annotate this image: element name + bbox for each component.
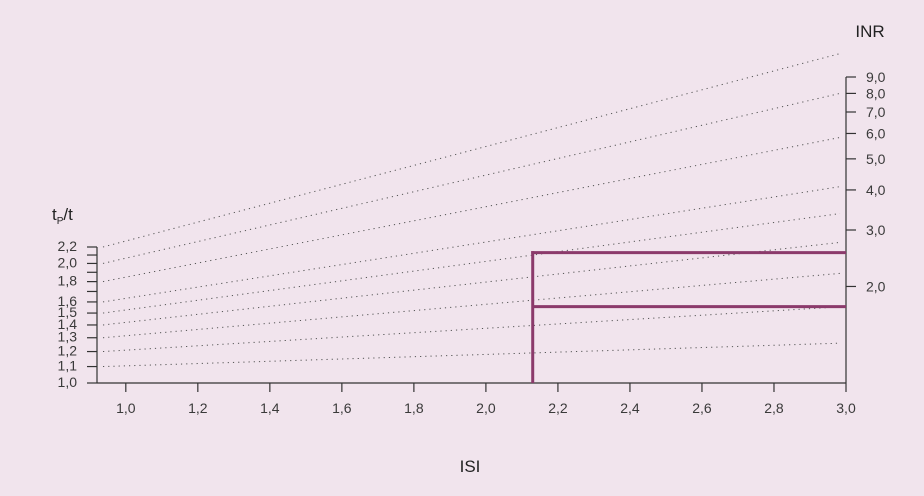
dotted-line-4 <box>102 213 841 314</box>
left-axis-tick-label-3: 1,3 <box>58 329 78 345</box>
x-axis-tick-label-6: 2,2 <box>548 400 568 416</box>
x-axis-tick-label-0: 1,0 <box>116 400 136 416</box>
left-axis-tick-label-6: 1,6 <box>58 293 78 309</box>
x-axis-tick-label-1: 1,2 <box>188 400 208 416</box>
dotted-line-6 <box>102 136 841 283</box>
x-axis-tick-label-9: 2,8 <box>764 400 784 416</box>
left-axis-tick-label-2: 1,2 <box>58 343 78 359</box>
x-axis-title: ISI <box>460 457 481 476</box>
right-axis-title: INR <box>855 22 884 41</box>
left-axis-title: tP/t <box>52 205 73 227</box>
right-axis-tick-label-0: 2,0 <box>866 278 886 294</box>
right-axis-tick-label-2: 4,0 <box>866 182 886 198</box>
left-axis-tick-label-1: 1,1 <box>58 358 78 374</box>
dotted-line-0 <box>102 342 841 368</box>
left-axis-tick-label-8: 2,0 <box>58 254 78 270</box>
dotted-line-7 <box>102 92 841 264</box>
right-axis-tick-label-1: 3,0 <box>866 222 886 238</box>
x-axis-tick-label-8: 2,6 <box>692 400 712 416</box>
x-axis-tick-label-2: 1,4 <box>260 400 280 416</box>
right-axis-tick-label-6: 8,0 <box>866 85 886 101</box>
x-axis-tick-label-4: 1,8 <box>404 400 424 416</box>
dotted-line-8 <box>102 53 841 248</box>
x-axis-tick-label-7: 2,4 <box>620 400 640 416</box>
left-axis-tick-label-7: 1,8 <box>58 273 78 289</box>
left-axis-tick-label-4: 1,4 <box>58 316 78 332</box>
dotted-line-1 <box>102 306 841 353</box>
right-axis-tick-label-5: 7,0 <box>866 104 886 120</box>
left-axis-tick-label-5: 1,5 <box>58 304 78 320</box>
dotted-line-3 <box>102 241 841 326</box>
right-axis-tick-label-4: 6,0 <box>866 125 886 141</box>
x-axis-tick-label-3: 1,6 <box>332 400 352 416</box>
x-axis-tick-label-10: 3,0 <box>836 400 856 416</box>
x-axis-tick-label-5: 2,0 <box>476 400 496 416</box>
right-axis-tick-label-7: 9,0 <box>866 69 886 85</box>
right-axis-tick-label-3: 5,0 <box>866 151 886 167</box>
left-axis-tick-label-9: 2,2 <box>58 238 78 254</box>
dotted-line-5 <box>102 186 841 303</box>
dotted-line-2 <box>102 272 841 339</box>
left-axis-tick-label-0: 1,0 <box>58 374 78 390</box>
